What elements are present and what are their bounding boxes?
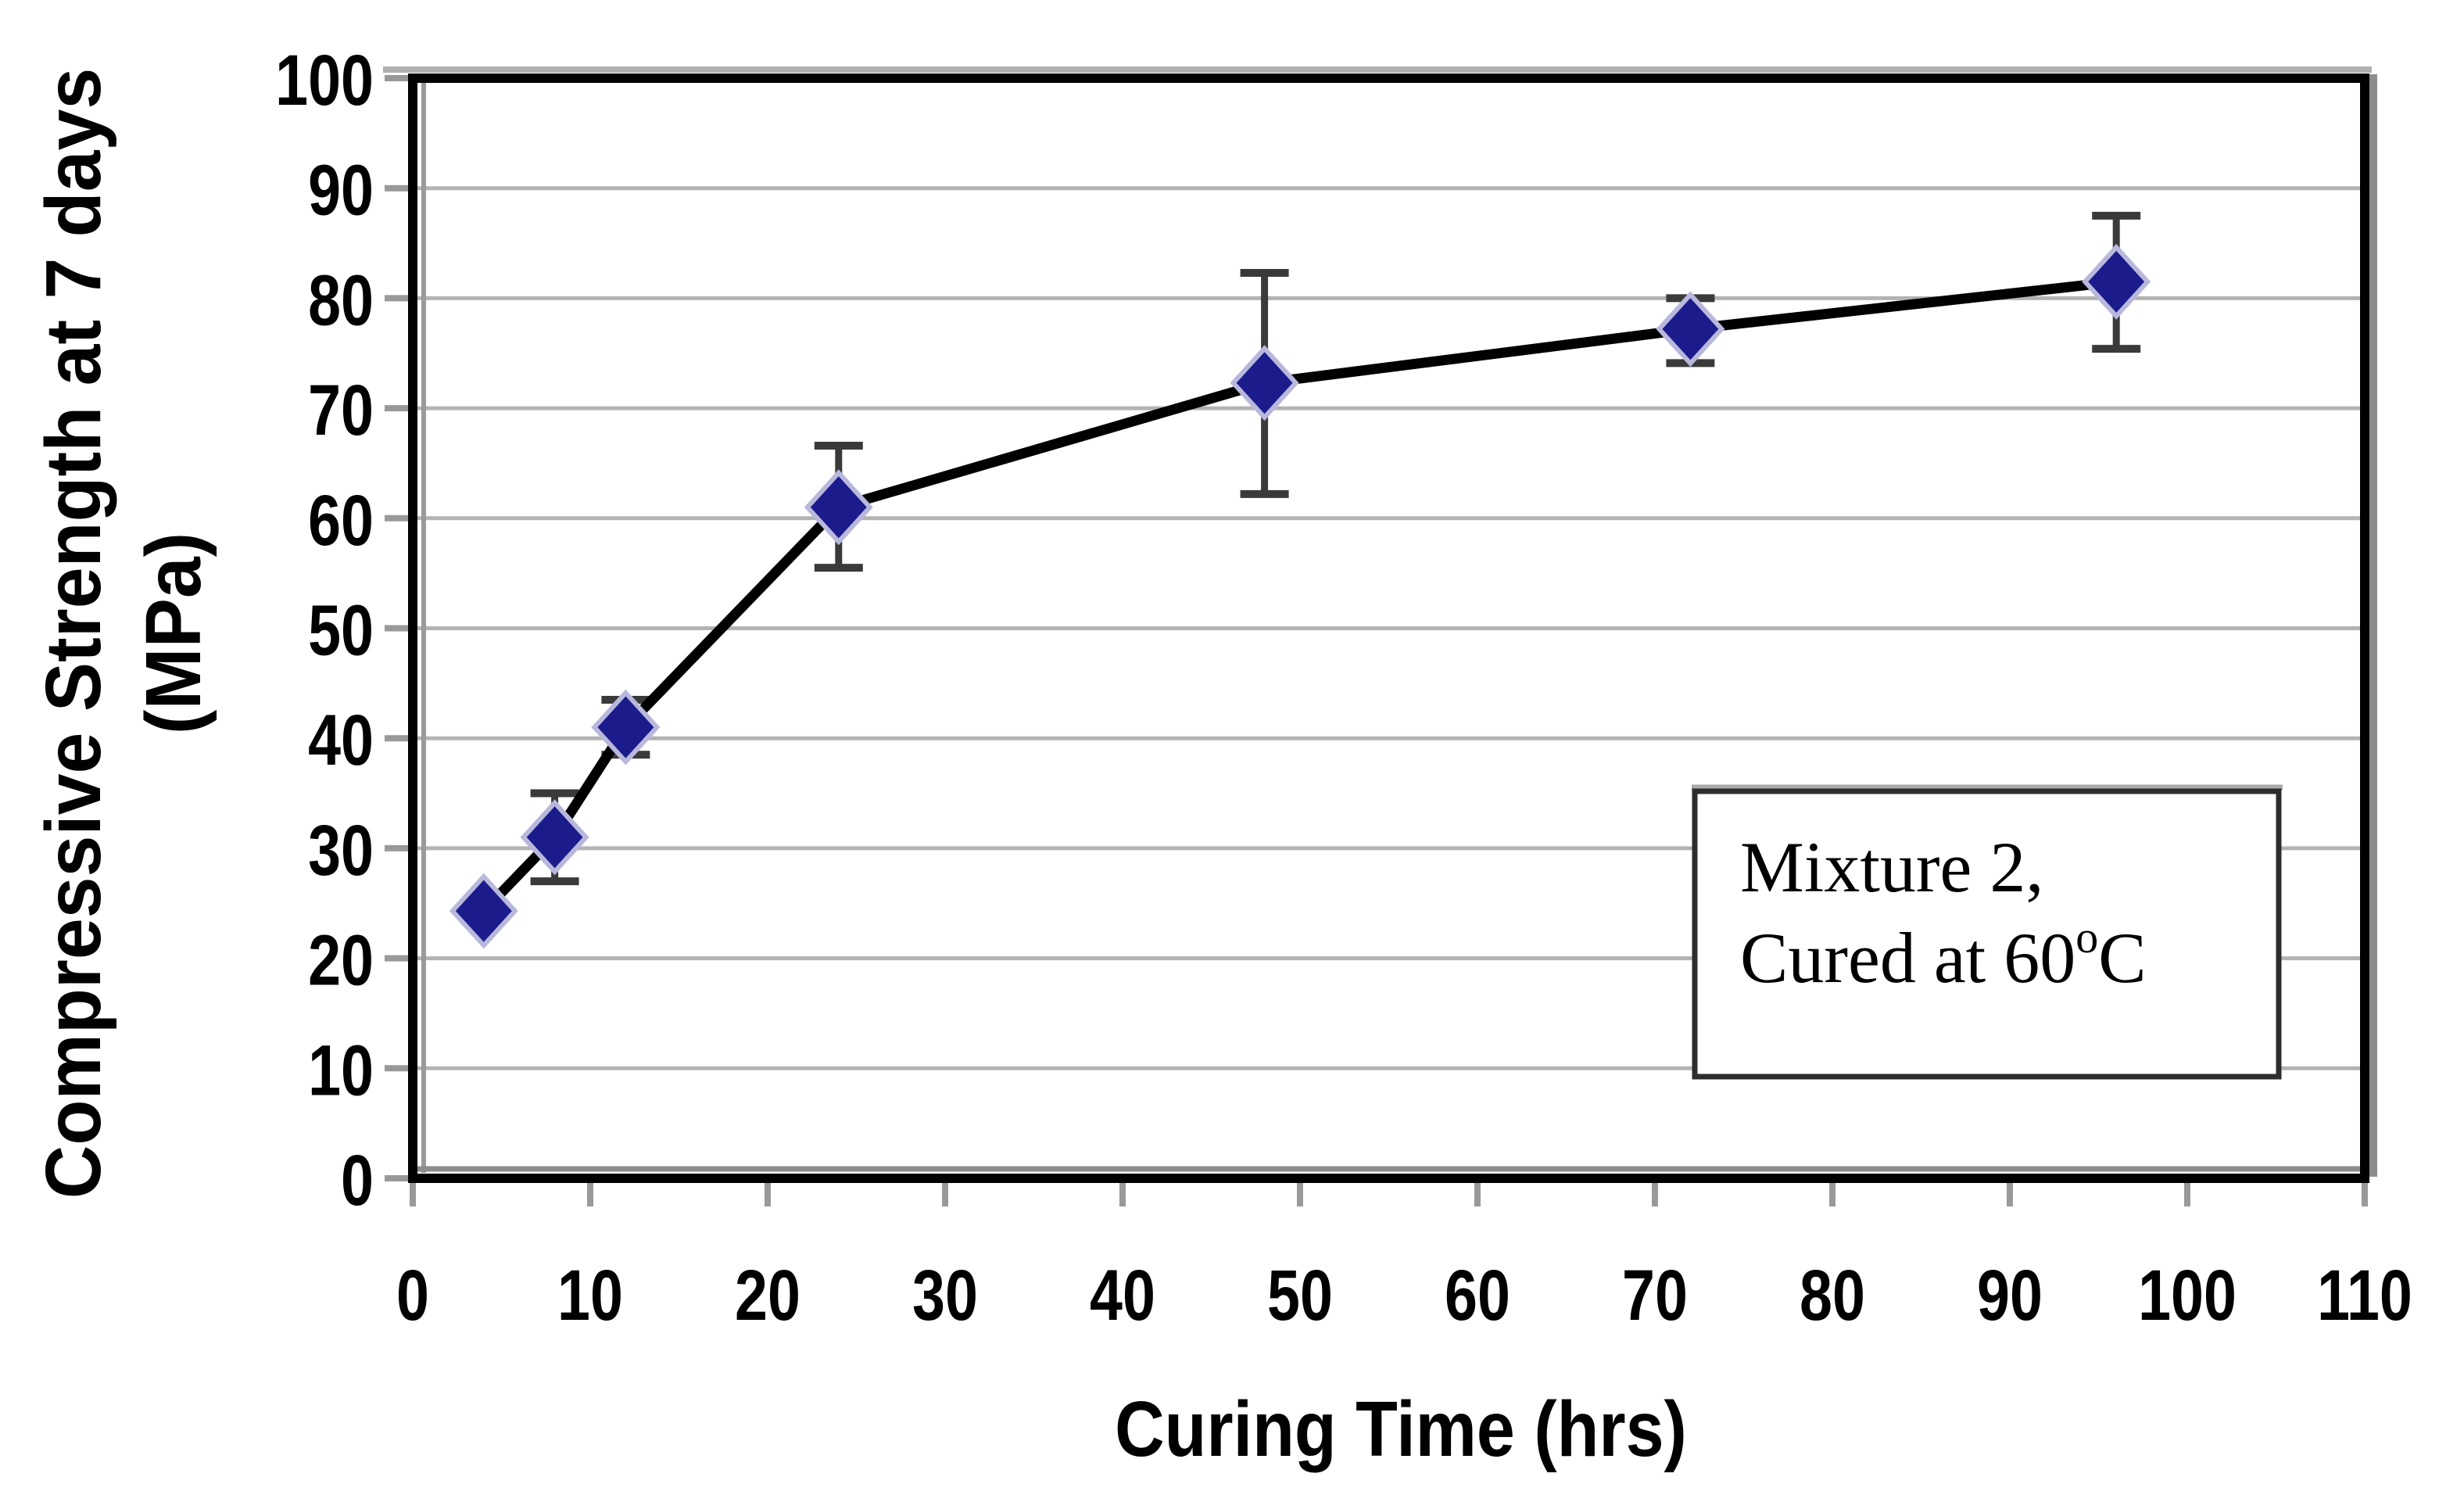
- annotation-line2: Cured at 60oC: [1740, 912, 2147, 998]
- plot-frame: [383, 66, 2377, 1183]
- x-tick-label-110: 110: [2317, 1255, 2412, 1335]
- y-tick-label-10: 10: [308, 1030, 374, 1110]
- data-point-4hrs: [449, 873, 518, 949]
- data-point-8hrs: [520, 799, 589, 876]
- y-tick-label-40: 40: [308, 700, 374, 780]
- x-tick-label-10: 10: [557, 1255, 623, 1335]
- y-tick-label-0: 0: [341, 1140, 374, 1221]
- data-point-48hrs: [1230, 345, 1299, 421]
- degree-superscript: o: [2075, 912, 2098, 962]
- x-tick-label-20: 20: [735, 1255, 800, 1335]
- x-axis-title: Curing Time (hrs): [1115, 1385, 1687, 1472]
- x-tick-label-80: 80: [1800, 1255, 1865, 1335]
- data-point-72hrs: [1656, 291, 1725, 367]
- x-tick-label-100: 100: [2138, 1255, 2237, 1335]
- y-tick-label-30: 30: [308, 810, 374, 891]
- x-tick-labels: 0 10 20 30 40 50 60 70 80 90 100 110: [396, 1255, 2412, 1335]
- y-axis-title-line2: (MPa): [130, 532, 217, 735]
- y-axis-title-line1: Compressive Strength at 7 days: [30, 68, 117, 1199]
- x-tick-label-0: 0: [396, 1255, 429, 1335]
- y-tick-label-100: 100: [275, 40, 374, 120]
- gridlines-layer: [413, 186, 2365, 1070]
- y-tick-label-20: 20: [308, 919, 374, 1000]
- annotation-line2-pre: Cured at 60: [1740, 918, 2075, 998]
- y-tick-label-70: 70: [308, 370, 374, 450]
- y-tick-label-80: 80: [308, 260, 374, 340]
- y-tick-label-60: 60: [308, 480, 374, 561]
- x-tick-label-70: 70: [1622, 1255, 1688, 1335]
- x-tick-label-50: 50: [1267, 1255, 1333, 1335]
- y-tick-label-50: 50: [308, 590, 374, 670]
- error-bars-layer: [530, 211, 2141, 886]
- data-point-96hrs: [2082, 243, 2151, 320]
- x-tick-label-40: 40: [1090, 1255, 1155, 1335]
- x-tick-label-90: 90: [1977, 1255, 2043, 1335]
- annotation-line1: Mixture 2,: [1740, 827, 2043, 907]
- y-tick-labels: 0 10 20 30 40 50 60 70 80 90 100: [275, 40, 374, 1221]
- data-point-24hrs: [804, 469, 873, 546]
- data-points-layer: [449, 243, 2151, 949]
- annotation-line2-post: C: [2098, 918, 2146, 998]
- annotation-box: Mixture 2, Cured at 60oC: [1692, 784, 2283, 1080]
- y-tick-label-90: 90: [308, 150, 374, 231]
- x-tick-label-30: 30: [912, 1255, 978, 1335]
- x-tick-label-60: 60: [1445, 1255, 1510, 1335]
- annotation-border: [1692, 788, 2282, 1080]
- plot-border: [408, 73, 2369, 1183]
- data-point-12hrs: [591, 689, 661, 765]
